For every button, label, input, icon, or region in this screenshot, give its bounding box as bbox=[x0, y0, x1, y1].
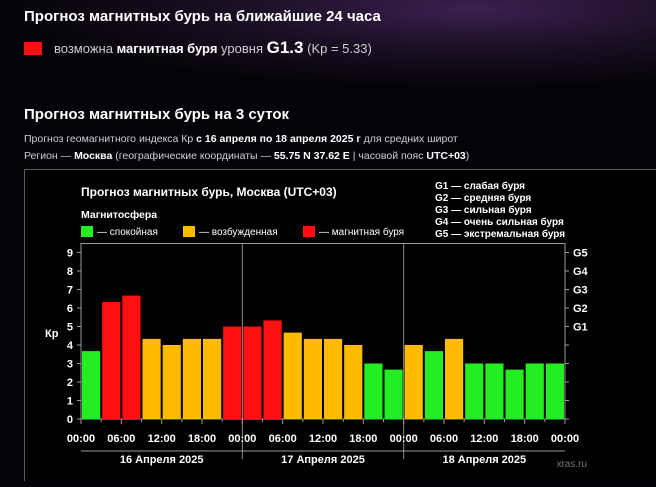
x-tick-label: 00:00 bbox=[67, 433, 95, 445]
watermark: xras.ru bbox=[556, 459, 587, 470]
storm-color-swatch bbox=[24, 42, 42, 55]
region-tz: UTC+03 bbox=[426, 150, 466, 162]
summary-storm: магнитная буря bbox=[116, 41, 218, 56]
y-tick-label: 1 bbox=[67, 396, 73, 408]
chart-panel: Прогноз магнитных бурь, Москва (UTC+03) … bbox=[24, 169, 656, 481]
kp-bar bbox=[263, 320, 282, 419]
kp-bar bbox=[384, 369, 403, 419]
x-tick-label: 06:00 bbox=[107, 433, 135, 445]
x-tick-label: 06:00 bbox=[430, 433, 458, 445]
period-prefix: Прогноз геомагнитного индекса Кр bbox=[24, 133, 194, 145]
forecast-period-line: Прогноз геомагнитного индекса Кр с 16 ап… bbox=[24, 133, 458, 145]
kp-bar bbox=[82, 351, 101, 419]
tz-prefix: | часовой пояс bbox=[352, 150, 424, 162]
g-scale-label: G2 bbox=[573, 303, 588, 315]
x-tick-label: 12:00 bbox=[470, 433, 498, 445]
summary-prefix: возможна bbox=[54, 41, 113, 56]
kp-bar bbox=[424, 351, 443, 419]
forecast-24h-summary: возможна магнитная буря уровня G1.3 (Kp … bbox=[24, 38, 372, 58]
x-tick-label: 00:00 bbox=[228, 433, 256, 445]
legend-title: Магнитосфера bbox=[81, 209, 157, 221]
kp-bar bbox=[243, 326, 262, 419]
kp-bar bbox=[162, 345, 181, 419]
legend-swatch bbox=[303, 226, 315, 237]
kp-bar bbox=[404, 345, 423, 419]
kp-bar bbox=[182, 338, 201, 419]
legend-swatch bbox=[81, 226, 93, 237]
region-prefix: Регион — bbox=[24, 150, 72, 162]
legend-label: — магнитная буря bbox=[319, 226, 404, 238]
kp-bar bbox=[223, 326, 242, 419]
y-axis-label: Кр bbox=[45, 328, 59, 340]
kp-bar bbox=[142, 338, 161, 419]
tz-suffix: ) bbox=[465, 150, 470, 162]
region-line: Регион — Москва (географические координа… bbox=[24, 150, 469, 162]
g-scale-label: G1 bbox=[573, 322, 588, 334]
g-scale-label: G4 bbox=[573, 266, 589, 278]
scale-legend-item: G4 — очень сильная буря bbox=[435, 216, 564, 228]
y-tick-label: 0 bbox=[67, 414, 73, 426]
y-tick-label: 5 bbox=[67, 322, 73, 334]
period-suffix: для средних широт bbox=[363, 133, 458, 145]
kp-bar bbox=[102, 301, 121, 419]
kp-bar bbox=[344, 345, 363, 419]
kp-bar bbox=[122, 295, 141, 419]
g-scale-label: G5 bbox=[573, 248, 588, 260]
legend-label: — спокойная bbox=[97, 227, 158, 238]
summary-level: G1.3 bbox=[266, 38, 304, 57]
y-tick-label: 2 bbox=[67, 377, 73, 389]
x-tick-label: 18:00 bbox=[349, 433, 377, 445]
kp-bar bbox=[324, 338, 343, 419]
kp-bar bbox=[505, 369, 524, 419]
g-scale-label: G3 bbox=[573, 285, 588, 297]
x-tick-label: 00:00 bbox=[390, 433, 418, 445]
x-tick-label: 06:00 bbox=[269, 433, 297, 445]
coords-prefix: (географические координаты — bbox=[115, 150, 271, 162]
x-tick-label: 18:00 bbox=[511, 433, 539, 445]
y-tick-label: 9 bbox=[67, 248, 73, 260]
period-dates: с 16 апреля по 18 апреля 2025 г bbox=[196, 133, 361, 145]
kp-bar bbox=[283, 332, 302, 419]
kp-bar bbox=[445, 338, 464, 419]
kp-bar bbox=[364, 363, 383, 419]
background-glow bbox=[0, 0, 656, 90]
y-tick-label: 3 bbox=[67, 359, 73, 371]
scale-legend-item: G5 — экстремальная буря bbox=[435, 228, 565, 240]
scale-legend-item: G3 — сильная буря bbox=[435, 204, 532, 216]
kp-bar bbox=[545, 363, 564, 419]
summary-level-word: уровня bbox=[221, 41, 263, 56]
legend-swatch bbox=[183, 226, 195, 237]
x-tick-label: 18:00 bbox=[188, 433, 216, 445]
region-coords: 55.75 N 37.62 E bbox=[273, 150, 350, 162]
x-tick-label: 00:00 bbox=[551, 433, 579, 445]
day-label: 16 Апреля 2025 bbox=[120, 454, 204, 466]
forecast-24h-title: Прогноз магнитных бурь на ближайшие 24 ч… bbox=[24, 8, 381, 25]
kp-bar bbox=[465, 363, 484, 419]
scale-legend-item: G1 — слабая буря bbox=[435, 180, 525, 192]
day-label: 18 Апреля 2025 bbox=[443, 454, 527, 466]
region-city: Москва bbox=[74, 150, 113, 162]
legend-label: — возбужденная bbox=[199, 226, 278, 238]
chart-title: Прогноз магнитных бурь, Москва (UTC+03) bbox=[81, 185, 337, 199]
summary-kp: (Kp = 5.33) bbox=[307, 41, 372, 56]
kp-bar bbox=[303, 338, 322, 419]
scale-legend-item: G2 — средняя буря bbox=[435, 192, 531, 204]
day-label: 17 Апреля 2025 bbox=[281, 454, 365, 466]
kp-bar bbox=[485, 363, 504, 419]
kp-forecast-chart: Прогноз магнитных бурь, Москва (UTC+03) … bbox=[45, 180, 589, 470]
y-tick-label: 8 bbox=[67, 266, 73, 278]
forecast-3d-title: Прогноз магнитных бурь на 3 суток bbox=[24, 106, 290, 123]
y-tick-label: 6 bbox=[67, 303, 73, 315]
x-tick-label: 12:00 bbox=[148, 433, 176, 445]
y-tick-label: 7 bbox=[67, 285, 73, 297]
x-tick-label: 12:00 bbox=[309, 433, 337, 445]
y-tick-label: 4 bbox=[67, 340, 74, 352]
kp-bar bbox=[525, 363, 544, 419]
kp-bar bbox=[203, 338, 222, 419]
